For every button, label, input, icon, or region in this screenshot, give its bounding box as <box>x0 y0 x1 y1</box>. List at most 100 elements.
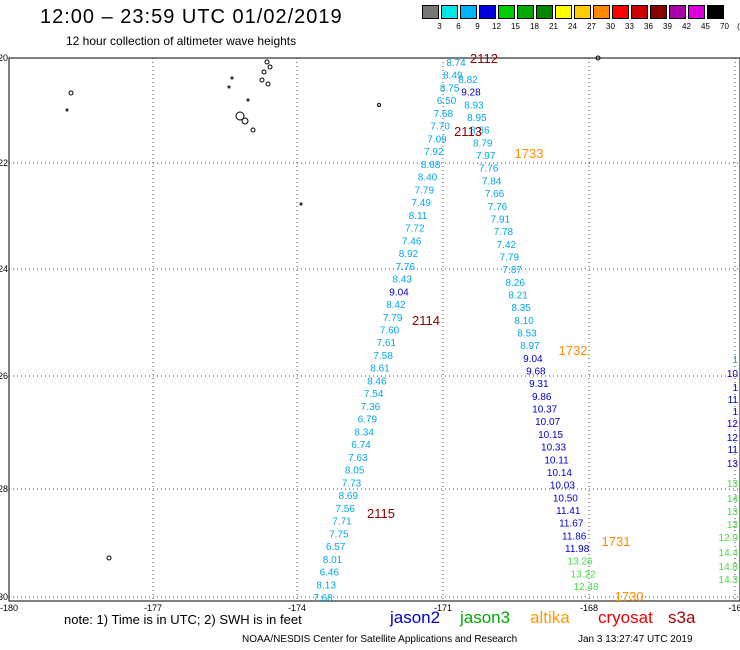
legend-unit: (ft) <box>737 22 740 31</box>
map-frame <box>8 57 740 602</box>
island <box>68 90 74 96</box>
island <box>65 108 69 112</box>
wave-height-value: 9.28 <box>461 88 481 99</box>
legend-label: 33 <box>625 22 634 31</box>
wave-height-value: 8.53 <box>517 329 537 340</box>
legend-swatch <box>593 5 610 19</box>
note-text: note: 1) Time is in UTC; 2) SWH is in fe… <box>64 612 302 627</box>
longitude-label: -180 <box>0 603 18 613</box>
wave-height-value: 6.46 <box>320 568 340 579</box>
wave-height-value: 8.01 <box>323 555 343 566</box>
wave-height-value: 7.76 <box>488 202 508 213</box>
latitude-label: -30 <box>0 592 8 602</box>
legend-label: 27 <box>587 22 596 31</box>
pass-label: 1732 <box>559 343 588 358</box>
island <box>264 59 270 65</box>
island <box>227 85 231 89</box>
pass-label: 2114 <box>412 313 440 328</box>
wave-height-value: 7.70 <box>430 122 450 133</box>
edge-value: 14.4 <box>719 548 739 559</box>
wave-height-value: 13.26 <box>568 557 593 568</box>
edge-value: 11 <box>728 395 739 406</box>
legend-swatch <box>441 5 458 19</box>
wave-height-value: 8.95 <box>467 113 487 124</box>
legend-swatch <box>612 5 629 19</box>
wave-height-value: 8.92 <box>399 249 419 260</box>
wave-height-value: 8.13 <box>316 580 336 591</box>
wave-height-value: 7.61 <box>377 338 397 349</box>
legend-swatch <box>460 5 477 19</box>
wave-height-value: 10.07 <box>535 417 560 428</box>
longitude-label: -171 <box>434 603 452 613</box>
wave-height-value: 8.35 <box>511 303 531 314</box>
wave-height-value: 11.86 <box>562 531 587 542</box>
wave-height-value: 7.09 <box>427 134 447 145</box>
island <box>246 98 250 102</box>
wave-height-value: 7.71 <box>332 517 352 528</box>
wave-height-value: 8.79 <box>473 138 493 149</box>
latitude-label: -24 <box>0 264 8 274</box>
wave-height-value: 6.74 <box>351 440 371 451</box>
wave-height-value: 7.60 <box>380 326 400 337</box>
legend-label: 39 <box>663 22 672 31</box>
legend-label: 18 <box>530 22 539 31</box>
island <box>250 127 256 133</box>
wave-height-value: 10.37 <box>532 405 557 416</box>
edge-value: 12.9 <box>719 533 739 544</box>
wave-height-value: 8.69 <box>339 491 359 502</box>
wave-height-value: 7.63 <box>348 453 368 464</box>
graticule <box>9 58 740 601</box>
wave-height-value: 10.33 <box>541 443 566 454</box>
wave-height-value: 7.68 <box>434 109 454 120</box>
edge-value: 13 <box>727 520 739 531</box>
wave-height-value: 7.79 <box>383 313 403 324</box>
legend-swatch <box>688 5 705 19</box>
legend-label: 70 <box>720 22 729 31</box>
wave-height-value: 6.57 <box>326 542 346 553</box>
longitude-label: -177 <box>144 603 162 613</box>
wave-height-value: 8.74 <box>446 58 466 69</box>
wave-height-value: 8.75 <box>440 83 460 94</box>
wave-height-value: 7.42 <box>497 240 517 251</box>
island <box>595 55 601 61</box>
legend-swatch <box>555 5 572 19</box>
wave-height-value: 7.46 <box>402 236 422 247</box>
satellite-jason3: jason3 <box>460 608 511 627</box>
wave-height-value: 7.79 <box>415 185 435 196</box>
wave-height-value: 7.92 <box>424 147 444 158</box>
edge-value: 14.8 <box>719 562 739 573</box>
wave-height-value: 8.10 <box>514 316 534 327</box>
legend-label: 24 <box>568 22 577 31</box>
edge-value: 1 <box>732 355 738 366</box>
longitude-label: -174 <box>288 603 306 613</box>
wave-height-value: 13.22 <box>571 569 596 580</box>
legend-label: 9 <box>475 22 480 31</box>
island <box>265 81 271 87</box>
wave-height-value: 10.11 <box>544 455 569 466</box>
wave-height-value: 7.73 <box>342 478 362 489</box>
longitude-label: -168 <box>580 603 598 613</box>
wave-height-value: 8.82 <box>458 75 478 86</box>
wave-height-value: 8.26 <box>505 278 525 289</box>
legend-label: 45 <box>701 22 710 31</box>
edge-value: 13 <box>727 479 739 490</box>
wave-height-value: 7.87 <box>503 265 523 276</box>
wave-height-value: 11.41 <box>556 506 581 517</box>
satellite-jason2: jason2 <box>390 608 441 627</box>
map-title: 12:00 – 23:59 UTC 01/02/2019 <box>40 6 343 28</box>
wave-height-value: 8.61 <box>370 364 390 375</box>
wave-height-value: 11.98 <box>565 544 590 555</box>
wave-height-value: 8.97 <box>520 341 540 352</box>
wave-height-value: 10.50 <box>553 493 578 504</box>
wave-height-value: 9.04 <box>523 354 543 365</box>
wave-height-value: 9.04 <box>389 287 409 298</box>
timestamp: Jan 3 13:27:47 UTC 2019 <box>578 634 693 645</box>
legend-swatch <box>707 5 724 19</box>
legend-swatch <box>479 5 496 19</box>
wave-height-value: 10.15 <box>538 430 563 441</box>
wave-height-value: 7.78 <box>494 227 514 238</box>
satellite-altika: altika <box>530 608 570 627</box>
legend-label: 36 <box>644 22 653 31</box>
